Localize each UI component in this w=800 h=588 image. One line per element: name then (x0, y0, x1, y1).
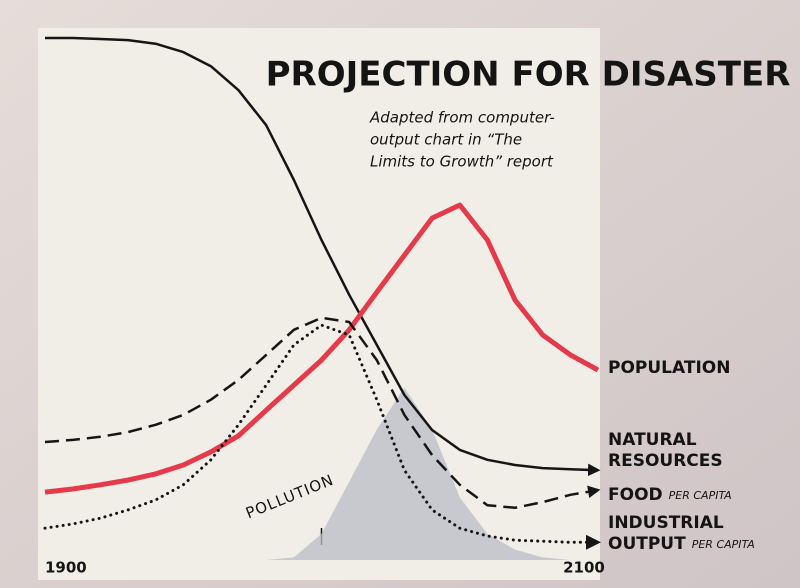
line (45, 36, 601, 477)
line (44, 202, 600, 495)
legend-label: FOOD (608, 485, 663, 505)
chart-title: PROJECTION FOR DISASTER (266, 55, 791, 95)
line (44, 316, 601, 510)
legend-label: POPULATION (608, 358, 730, 378)
subtitle: output chart in “The (370, 131, 522, 149)
legend-qualifier: PER CAPITA (692, 538, 755, 551)
x-tick-label: 2100 (563, 559, 605, 577)
x-tick-label: 1900 (45, 559, 87, 577)
line (43, 323, 601, 550)
subtitle: Limits to Growth” report (370, 153, 554, 171)
legend-qualifier: PER CAPITA (669, 489, 732, 502)
plot-panel (38, 28, 600, 580)
subtitle: Adapted from computer- (369, 109, 555, 127)
area (45, 387, 598, 560)
legend-label: NATURAL RESOURCES (608, 430, 723, 471)
legend-label: INDUSTRIAL OUTPUT (608, 513, 724, 554)
